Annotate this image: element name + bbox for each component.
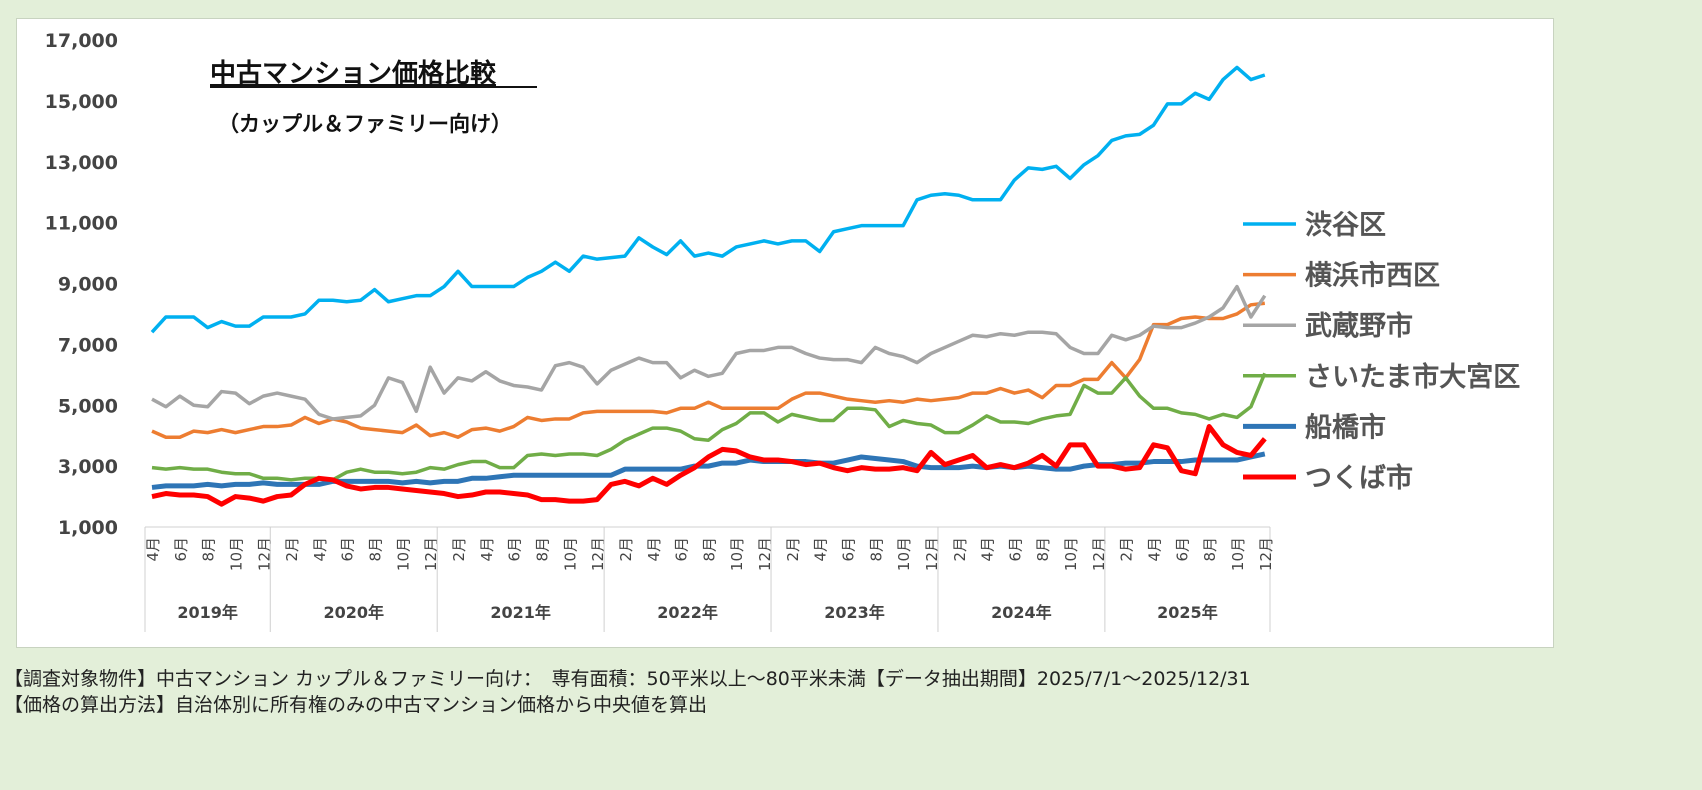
- chart-title: 中古マンション価格比較: [210, 58, 497, 89]
- series-line-3: [151, 284, 1267, 421]
- x-month-label: 8月: [200, 537, 218, 562]
- x-month-label: 4月: [812, 537, 830, 562]
- x-month-label: 10月: [728, 537, 746, 571]
- x-month-label: 2月: [450, 537, 468, 562]
- x-month-label: 10月: [895, 537, 913, 571]
- x-month-label: 8月: [367, 537, 385, 562]
- x-month-label: 4月: [478, 537, 496, 562]
- x-month-label: 12月: [589, 537, 607, 571]
- x-month-label: 4月: [645, 537, 663, 562]
- x-month-label: 10月: [561, 537, 579, 571]
- x-year-label: 2020年: [323, 603, 384, 622]
- legend-label: 横浜市西区: [1305, 260, 1440, 292]
- y-tick-label: 17,000: [45, 30, 118, 52]
- x-month-label: 12月: [756, 537, 774, 571]
- legend-label: 武蔵野市: [1305, 310, 1413, 342]
- x-year-label: 2024年: [991, 603, 1052, 622]
- x-month-label: 8月: [533, 537, 551, 562]
- x-month-label: 6月: [506, 537, 524, 562]
- x-month-label: 8月: [1034, 537, 1052, 562]
- y-tick-label: 1,000: [58, 517, 118, 539]
- x-month-label: 12月: [422, 537, 440, 571]
- x-month-label: 10月: [227, 537, 245, 571]
- x-month-label: 10月: [394, 537, 412, 571]
- x-year-label: 2025年: [1157, 603, 1218, 622]
- y-tick-label: 11,000: [45, 213, 118, 235]
- y-tick-label: 15,000: [45, 91, 118, 113]
- legend-label: 渋谷区: [1305, 210, 1386, 241]
- x-month-label: 4月: [1146, 537, 1164, 562]
- footer-line-2: 【価格の算出方法】自治体別に所有権のみの中古マンション価格から中央値を算出: [4, 694, 708, 716]
- x-month-label: 6月: [172, 537, 190, 562]
- x-year-label: 2021年: [490, 603, 551, 622]
- x-month-label: 12月: [923, 537, 941, 571]
- x-month-label: 8月: [1201, 537, 1219, 562]
- x-month-label: 6月: [1006, 537, 1024, 562]
- y-tick-label: 13,000: [45, 152, 118, 174]
- x-year-label: 2019年: [177, 603, 238, 622]
- x-month-label: 10月: [1229, 537, 1247, 571]
- y-tick-label: 9,000: [58, 274, 118, 296]
- chart-panel: [16, 18, 1554, 648]
- y-tick-label: 7,000: [58, 334, 118, 356]
- line-chart: 中古マンション価格比較 （カップル＆ファミリー向け） 1,000 3,000 5,0…: [45, 30, 1520, 632]
- x-month-label: 12月: [1257, 537, 1275, 571]
- x-month-label: 2月: [617, 537, 635, 562]
- x-month-label: 12月: [255, 537, 273, 571]
- x-year-label: 2022年: [657, 603, 718, 622]
- footer-line-1: 【調査対象物件】中古マンション カップル＆ファミリー向け： 専有面積：50平米以…: [4, 668, 1251, 690]
- legend-label: 船橋市: [1305, 411, 1386, 443]
- y-tick-label: 3,000: [58, 456, 118, 478]
- x-month-label: 2月: [784, 537, 802, 562]
- series-line-2: [151, 301, 1265, 439]
- x-month-label: 2月: [1118, 537, 1136, 562]
- x-month-label: 4月: [144, 537, 162, 562]
- x-month-label: 2月: [951, 537, 969, 562]
- x-month-label: 6月: [673, 537, 691, 562]
- x-month-label: 10月: [1062, 537, 1080, 571]
- x-month-label: 2月: [283, 537, 301, 562]
- legend-label: さいたま市大宮区: [1305, 361, 1520, 393]
- x-month-label: 8月: [700, 537, 718, 562]
- x-month-label: 4月: [979, 537, 997, 562]
- y-tick-label: 5,000: [58, 395, 118, 417]
- chart-subtitle: （カップル＆ファミリー向け）: [218, 112, 512, 136]
- x-month-label: 6月: [1173, 537, 1191, 562]
- x-month-label: 6月: [840, 537, 858, 562]
- x-month-label: 4月: [311, 537, 329, 562]
- legend-label: つくば市: [1305, 462, 1413, 494]
- x-month-label: 8月: [867, 537, 885, 562]
- series-line-1: [150, 65, 1266, 334]
- x-year-label: 2023年: [824, 603, 885, 622]
- x-month-label: 12月: [1090, 537, 1108, 571]
- x-month-label: 6月: [339, 537, 357, 562]
